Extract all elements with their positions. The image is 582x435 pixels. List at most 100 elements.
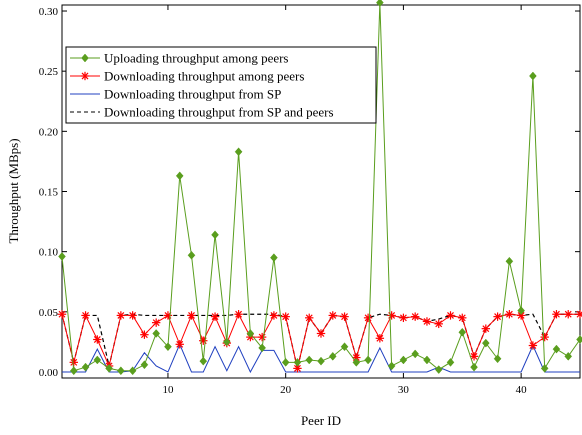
data-point xyxy=(411,349,420,359)
data-point xyxy=(493,312,502,321)
y-axis-title: Throughput (MBps) xyxy=(6,138,21,243)
data-point xyxy=(529,71,537,81)
data-point xyxy=(210,312,220,321)
data-point xyxy=(423,355,431,365)
data-point xyxy=(387,311,396,320)
data-point xyxy=(246,329,255,338)
y-tick-label: 0.25 xyxy=(39,66,59,78)
data-point xyxy=(575,310,582,319)
data-point xyxy=(258,343,266,353)
y-tick-label: 0.05 xyxy=(39,307,59,319)
data-point xyxy=(234,147,243,157)
y-tick-label: 0.10 xyxy=(39,247,59,259)
data-point xyxy=(434,319,443,329)
series-layer xyxy=(57,0,582,376)
data-point xyxy=(269,311,279,320)
data-point xyxy=(375,334,385,343)
data-point xyxy=(69,366,78,376)
y-tick-label: 0.15 xyxy=(39,187,59,199)
data-point xyxy=(58,252,66,261)
data-point xyxy=(116,311,126,320)
data-point xyxy=(399,355,408,365)
data-point xyxy=(363,313,373,323)
data-point xyxy=(446,311,455,320)
data-point xyxy=(387,361,396,371)
data-point xyxy=(317,356,325,366)
series-line-2 xyxy=(62,343,580,374)
legend-item: Uploading throughput among peers xyxy=(70,51,289,66)
legend-marker xyxy=(80,71,90,81)
axis-ticks: 0.00 0.05 0.10 0.15 0.20 0.25 0.30 10 20 30 40 xyxy=(39,5,580,396)
data-point xyxy=(552,310,561,319)
legend-label: Downloading throughput from SP and peers xyxy=(104,105,334,120)
data-point xyxy=(564,351,573,361)
data-point xyxy=(328,311,337,320)
series-1 xyxy=(57,310,582,373)
series-2 xyxy=(62,343,580,374)
data-point xyxy=(222,337,231,347)
legend-item: Downloading throughput among peers xyxy=(70,69,304,84)
data-point xyxy=(517,306,525,315)
data-point xyxy=(458,313,467,323)
y-tick-label: 0.30 xyxy=(39,6,59,18)
data-point xyxy=(540,332,549,342)
data-point xyxy=(257,332,267,342)
data-point xyxy=(117,366,125,376)
x-tick-label: 30 xyxy=(398,384,410,396)
legend-item: Downloading throughput from SP and peers xyxy=(70,105,334,120)
data-point xyxy=(328,351,337,361)
data-point xyxy=(364,355,372,365)
data-point xyxy=(164,342,172,352)
data-point xyxy=(57,310,67,319)
data-point xyxy=(516,311,526,320)
data-point xyxy=(458,327,467,337)
data-point xyxy=(128,366,137,376)
data-point xyxy=(446,357,455,367)
data-point xyxy=(528,341,538,350)
data-point xyxy=(352,357,361,367)
data-point xyxy=(234,310,243,319)
data-point xyxy=(281,312,290,321)
x-tick-label: 40 xyxy=(516,384,528,396)
data-point xyxy=(316,329,326,338)
data-point xyxy=(140,360,149,370)
data-point xyxy=(434,365,443,374)
y-tick-label: 0.20 xyxy=(39,126,59,138)
x-tick-label: 20 xyxy=(280,384,292,396)
legend-label: Downloading throughput from SP xyxy=(104,87,281,102)
data-point xyxy=(505,256,514,266)
data-point xyxy=(340,342,349,352)
data-point xyxy=(410,312,420,321)
data-point xyxy=(281,357,290,367)
data-point xyxy=(340,312,349,321)
data-point xyxy=(105,363,113,373)
data-point xyxy=(293,357,302,367)
data-point xyxy=(376,0,384,7)
legend-item: Downloading throughput from SP xyxy=(70,87,281,102)
data-point xyxy=(140,330,149,339)
legend: Uploading throughput among peers Download… xyxy=(65,46,377,124)
data-point xyxy=(81,311,90,320)
series-0 xyxy=(58,0,582,376)
data-point xyxy=(399,313,408,323)
data-point xyxy=(481,338,490,348)
data-point xyxy=(152,329,161,338)
legend-box xyxy=(65,46,377,124)
data-point xyxy=(552,344,561,354)
data-point xyxy=(564,310,573,319)
data-point xyxy=(470,362,478,372)
data-point xyxy=(175,340,184,349)
data-point xyxy=(199,356,208,366)
data-point xyxy=(469,352,479,361)
data-point xyxy=(481,324,491,333)
data-point xyxy=(187,311,196,320)
legend-marker xyxy=(81,53,89,63)
data-point xyxy=(270,253,278,263)
data-point xyxy=(305,355,314,365)
data-point xyxy=(187,250,196,260)
data-point xyxy=(93,355,102,365)
data-point xyxy=(81,362,90,372)
data-point xyxy=(540,363,549,373)
y-tick-label: 0.00 xyxy=(39,367,59,379)
